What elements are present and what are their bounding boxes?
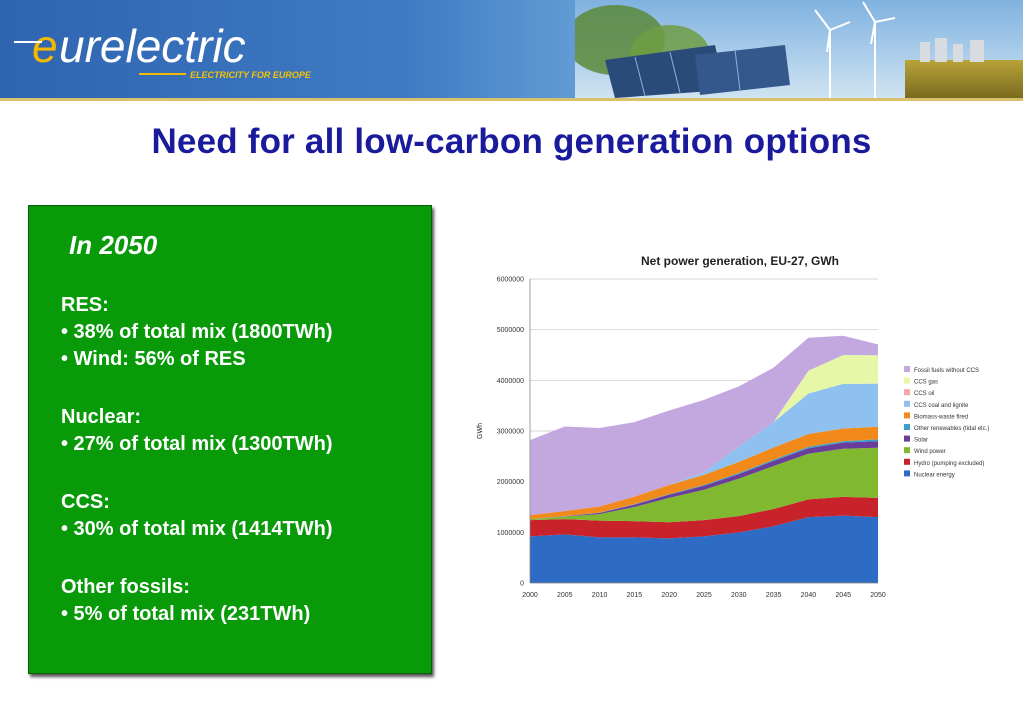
x-tick-label: 2045: [835, 592, 851, 599]
other-fossils-section: Other fossils: • 5% of total mix (231TWh…: [61, 574, 310, 628]
header-banner: e urelectric ELECTRICITY FOR EUROPE: [0, 0, 1023, 100]
logo-e-letter: e: [32, 20, 58, 72]
chart-areas: [530, 335, 878, 583]
area-hydro-pumping-excluded: [530, 496, 878, 539]
res-section: RES: • 38% of total mix (1800TWh) • Wind…: [61, 292, 333, 373]
other-fossils-title: Other fossils:: [61, 576, 190, 598]
legend-label-ccs-oil: CCS oil: [914, 391, 934, 397]
x-tick-label: 2040: [801, 592, 817, 599]
header-photo-strip: [575, 0, 1023, 98]
res-bullet-wind: • Wind: 56% of RES: [61, 348, 246, 370]
res-title: RES:: [61, 294, 109, 316]
x-tick-label: 2025: [696, 592, 712, 599]
ccs-section: CCS: • 30% of total mix (1414TWh): [61, 489, 333, 543]
other-fossils-bullet-share: • 5% of total mix (231TWh): [61, 603, 311, 625]
x-tick-label: 2030: [731, 592, 747, 599]
summary-panel: In 2050 RES: • 38% of total mix (1800TWh…: [28, 205, 432, 674]
logo-wordmark: urelectric: [59, 20, 246, 72]
panel-heading: In 2050: [69, 230, 158, 260]
nuclear-section: Nuclear: • 27% of total mix (1300TWh): [61, 404, 333, 458]
area-biomass-waste-fired: [530, 426, 878, 520]
legend-swatch-nuclear-energy: [904, 470, 910, 477]
wind-turbines-image: [814, 1, 896, 98]
header-divider: [0, 98, 1023, 101]
legend-label-nuclear-energy: Nuclear energy: [914, 472, 955, 478]
legend-label-ccs-gas: CCS gas: [914, 380, 938, 386]
x-tick-label: 2000: [522, 592, 538, 599]
legend-label-fossil-fuels-without-ccs: Fossil fuels without CCS: [914, 368, 979, 374]
y-tick-label: 2000000: [497, 479, 524, 486]
legend-swatch-ccs-coal-and-lignite: [904, 400, 910, 407]
area-fossil-fuels-without-ccs: [530, 335, 878, 516]
legend-swatch-other-renewables-tidal-etc: [904, 424, 910, 430]
legend-label-biomass-waste-fired: Biomass-waste fired: [914, 414, 968, 420]
chart-axes: 0 1000000 2000000 3000000 4000000 5000000 6000…: [497, 277, 886, 600]
res-bullet-share: • 38% of total mix (1800TWh): [61, 321, 333, 343]
x-tick-label: 2010: [592, 592, 608, 599]
legend-label-ccs-coal-and-lignite: CCS coal and lignite: [914, 403, 969, 409]
y-tick-label: 5000000: [497, 327, 524, 334]
ccs-title: CCS:: [61, 491, 110, 513]
legend-label-solar: Solar: [914, 438, 928, 444]
y-tick-label: 4000000: [497, 378, 524, 385]
x-tick-label: 2005: [557, 592, 573, 599]
legend-label-other-renewables-tidal-etc: Other renewables (tidal etc.): [914, 426, 989, 432]
nuclear-bullet-share: • 27% of total mix (1300TWh): [61, 433, 333, 455]
y-tick-label: 0: [520, 581, 524, 588]
legend-swatch-ccs-gas: [904, 377, 910, 384]
area-ccs-gas: [530, 355, 878, 516]
area-ccs-coal-and-lignite: [530, 383, 878, 516]
legend-swatch-solar: [904, 435, 910, 442]
legend-swatch-biomass-waste-fired: [904, 412, 910, 419]
solar-panels-image: [605, 45, 790, 98]
logo-tagline: ELECTRICITY FOR EUROPE: [190, 70, 312, 80]
x-tick-label: 2035: [766, 592, 782, 599]
nuclear-title: Nuclear:: [61, 406, 142, 428]
legend-label-hydro-pumping-excluded: Hydro (pumping excluded): [914, 461, 984, 467]
y-tick-label: 6000000: [497, 277, 524, 284]
chart-title: Net power generation, EU-27, GWh: [641, 254, 839, 268]
eurelectric-logo: e urelectric ELECTRICITY FOR EUROPE: [14, 20, 312, 80]
slide-title: Need for all low-carbon generation optio…: [151, 122, 872, 161]
legend-swatch-ccs-oil: [904, 389, 910, 396]
chart-legend: Fossil fuels without CCS CCS gas CCS oil CC…: [904, 366, 989, 478]
net-power-generation-chart: Net power generation, EU-27, GWh GWh 0 10…: [477, 254, 989, 600]
area-nuclear-energy: [530, 515, 878, 583]
ccs-bullet-share: • 30% of total mix (1414TWh): [61, 518, 333, 540]
chart-y-axis-label: GWh: [477, 423, 484, 439]
power-station-image: [920, 38, 984, 62]
x-tick-label: 2020: [661, 592, 677, 599]
area-wind-power: [530, 447, 878, 523]
x-tick-label: 2050: [870, 592, 886, 599]
legend-label-wind-power: Wind power: [914, 449, 946, 455]
x-tick-label: 2015: [627, 592, 643, 599]
legend-swatch-hydro-pumping-excluded: [904, 458, 910, 465]
legend-swatch-wind-power: [904, 447, 910, 454]
y-tick-label: 1000000: [497, 530, 524, 537]
legend-swatch-fossil-fuels-without-ccs: [904, 366, 910, 372]
y-tick-label: 3000000: [497, 429, 524, 436]
